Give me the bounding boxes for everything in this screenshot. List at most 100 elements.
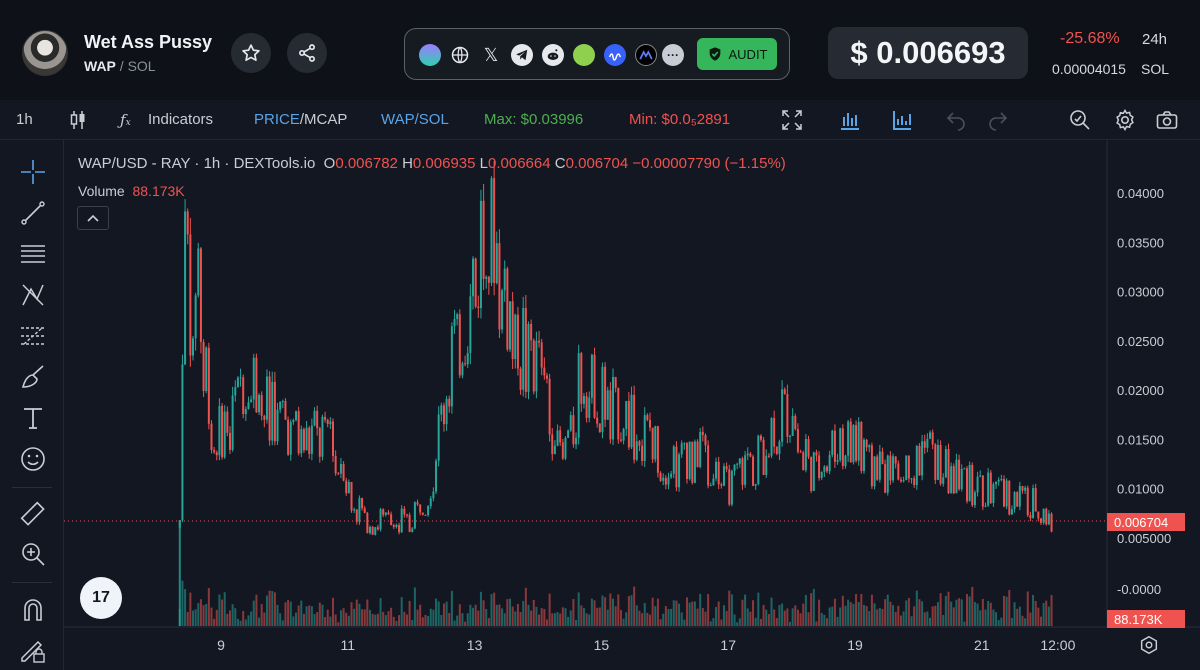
volume-bar bbox=[398, 615, 401, 626]
tradingview-logo[interactable]: 17 bbox=[80, 577, 122, 619]
volume-bar bbox=[218, 594, 221, 626]
candlestick-chart[interactable]: 0.04000 0.03500 0.03000 0.02500 0.02000 0.015… bbox=[64, 140, 1200, 670]
candle-body bbox=[577, 353, 580, 438]
candle-body bbox=[582, 396, 585, 404]
trend-line-icon[interactable] bbox=[19, 199, 47, 227]
candle-body bbox=[522, 307, 525, 390]
redo-icon[interactable] bbox=[986, 108, 1010, 132]
pair-toggle[interactable]: WAP/SOL bbox=[381, 111, 449, 128]
crosshair-icon[interactable] bbox=[19, 158, 47, 186]
candle-body bbox=[625, 401, 628, 429]
candle-body bbox=[754, 483, 757, 486]
candle-body bbox=[524, 307, 527, 392]
ruler-icon[interactable] bbox=[19, 500, 47, 528]
volume-bar bbox=[355, 599, 358, 626]
legend-close: 0.006704 bbox=[565, 155, 629, 172]
volume-bar bbox=[506, 599, 509, 626]
camera-icon[interactable] bbox=[1155, 108, 1179, 132]
candle-body bbox=[876, 456, 879, 480]
candle-body bbox=[271, 381, 274, 441]
axis-settings-icon[interactable] bbox=[1138, 634, 1160, 656]
price-chart[interactable]: 0.04000 0.03500 0.03000 0.02500 0.02000 0.015… bbox=[64, 140, 1200, 670]
candle-body bbox=[622, 428, 625, 441]
pepe-icon[interactable] bbox=[573, 44, 595, 66]
indicators-button[interactable]: Indicators bbox=[148, 111, 214, 128]
lock-drawings-icon[interactable] bbox=[19, 636, 47, 664]
more-icon[interactable]: ··· bbox=[662, 44, 684, 66]
candle-body bbox=[976, 476, 979, 493]
volume-bar bbox=[287, 600, 290, 626]
emoji-icon[interactable] bbox=[19, 445, 47, 473]
horizontal-lines-icon[interactable] bbox=[19, 240, 47, 268]
settings-icon[interactable] bbox=[1113, 108, 1137, 132]
coinmarketcap-icon[interactable] bbox=[604, 44, 626, 66]
pitchfork-icon[interactable] bbox=[19, 281, 47, 309]
coin-icon[interactable] bbox=[419, 44, 441, 66]
volume-bar bbox=[606, 609, 609, 626]
volume-bar bbox=[297, 605, 300, 626]
candle-body bbox=[305, 427, 308, 451]
price-mcap-toggle[interactable]: PRICE/MCAP bbox=[254, 111, 348, 128]
volume-bar bbox=[670, 608, 673, 626]
volume-bar bbox=[897, 605, 900, 626]
audit-label: AUDIT bbox=[728, 46, 768, 62]
volume-bar bbox=[752, 600, 755, 626]
candle-body bbox=[310, 425, 313, 454]
audit-button[interactable]: AUDIT bbox=[697, 38, 777, 70]
candle-body bbox=[511, 301, 514, 360]
globe-icon[interactable] bbox=[449, 44, 471, 66]
candle-body bbox=[868, 445, 871, 448]
volume-bar bbox=[263, 612, 266, 626]
volume-bar bbox=[802, 603, 805, 626]
magnet-icon[interactable] bbox=[19, 596, 47, 624]
candle-body bbox=[794, 415, 797, 430]
x-icon[interactable]: 𝕏 bbox=[483, 44, 499, 65]
candle-body bbox=[339, 463, 342, 474]
volume-bar bbox=[1018, 606, 1021, 626]
x-tick-label: 21 bbox=[974, 637, 990, 653]
volume-bar bbox=[1008, 590, 1011, 626]
y-tick-label: 0.03000 bbox=[1117, 285, 1164, 300]
candles-type-icon[interactable] bbox=[66, 108, 90, 132]
volume-bar bbox=[630, 595, 633, 626]
volume-bar bbox=[812, 588, 815, 626]
candle-body bbox=[379, 509, 382, 530]
candle-body bbox=[926, 438, 929, 448]
candle-body bbox=[693, 441, 696, 483]
price-change-24h: -25.68% bbox=[1060, 30, 1120, 47]
undo-icon[interactable] bbox=[944, 108, 968, 132]
candle-body bbox=[783, 389, 786, 395]
candle-body bbox=[715, 461, 718, 479]
volume-bar bbox=[501, 608, 504, 626]
reddit-icon[interactable] bbox=[542, 44, 564, 66]
text-tool-icon[interactable] bbox=[19, 404, 47, 432]
fib-retracement-icon[interactable] bbox=[19, 322, 47, 350]
candle-body bbox=[828, 455, 831, 472]
chart-style-icon[interactable] bbox=[838, 108, 862, 132]
volume-bar bbox=[559, 613, 562, 626]
favorite-button[interactable] bbox=[231, 33, 271, 73]
telegram-icon[interactable] bbox=[511, 44, 533, 66]
volume-bar bbox=[915, 590, 918, 626]
candle-body bbox=[847, 421, 850, 456]
brush-icon[interactable] bbox=[19, 363, 47, 391]
volume-bar bbox=[337, 622, 340, 626]
mexc-icon[interactable] bbox=[635, 44, 657, 66]
candle-body bbox=[501, 290, 504, 330]
volume-bar bbox=[860, 594, 863, 626]
volume-bar bbox=[894, 611, 897, 626]
candle-body bbox=[516, 314, 519, 369]
candle-body bbox=[363, 508, 366, 513]
volume-bar bbox=[704, 611, 707, 626]
bar-chart-icon[interactable] bbox=[890, 108, 914, 132]
interval-selector[interactable]: 1h bbox=[16, 111, 33, 128]
volume-bar bbox=[432, 609, 435, 626]
collapse-legend-button[interactable] bbox=[77, 206, 109, 230]
candle-body bbox=[218, 405, 221, 456]
zoom-in-icon[interactable] bbox=[19, 540, 47, 568]
candle-body bbox=[881, 451, 884, 465]
share-button[interactable] bbox=[287, 33, 327, 73]
candle-body bbox=[770, 418, 773, 456]
fullscreen-icon[interactable] bbox=[780, 108, 804, 132]
alert-icon[interactable] bbox=[1068, 108, 1092, 132]
